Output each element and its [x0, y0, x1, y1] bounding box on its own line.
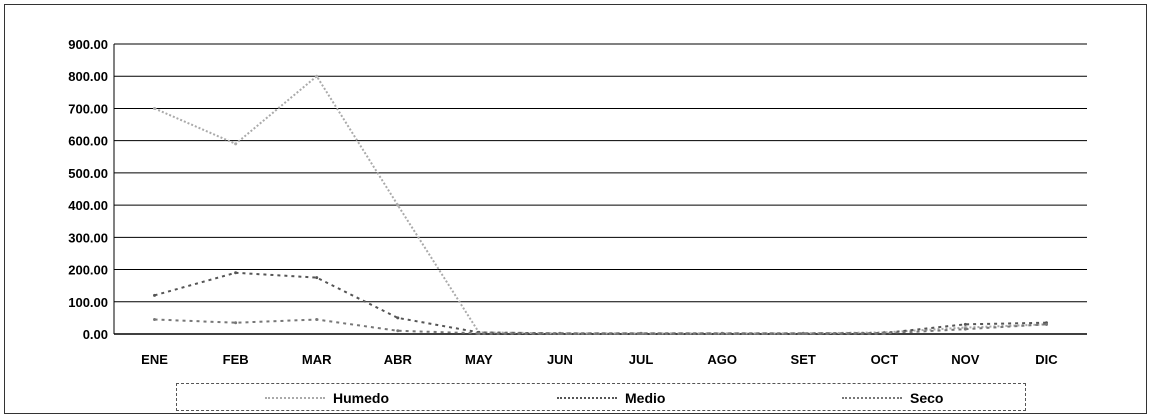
data-point-seco	[639, 331, 643, 335]
gridlines	[113, 43, 1087, 335]
data-point-seco	[558, 331, 562, 335]
data-point-seco	[1044, 322, 1048, 326]
x-tick-label: FEB	[223, 352, 249, 367]
y-tick-label: 400.00	[68, 198, 108, 213]
data-point-seco	[882, 331, 886, 335]
y-tick-label: 700.00	[68, 101, 108, 116]
data-point-seco	[963, 327, 967, 331]
legend-label-seco: Seco	[910, 390, 944, 406]
data-point-seco	[315, 318, 319, 321]
legend-label-humedo: Humedo	[333, 390, 389, 406]
y-axis-ticks: 0.00 100.00 200.00 300.00 400.00 500.00 600.00…	[68, 37, 108, 342]
y-tick-label: 100.00	[68, 295, 108, 310]
x-tick-label: ENE	[141, 352, 168, 367]
data-point-seco	[477, 331, 481, 335]
x-tick-label: MAR	[302, 352, 332, 367]
series-line-seco	[154, 318, 1047, 335]
data-point-humedo	[153, 106, 157, 110]
data-point-medio	[153, 293, 157, 297]
data-point-medio	[234, 271, 238, 275]
data-point-medio	[963, 322, 967, 326]
legend-swatch-humedo	[265, 397, 325, 399]
x-tick-label: ABR	[384, 352, 413, 367]
y-tick-label: 600.00	[68, 134, 108, 149]
y-tick-label: 0.00	[83, 327, 108, 342]
chart-frame	[4, 4, 1147, 414]
x-tick-label: DIC	[1035, 352, 1058, 367]
x-tick-label: OCT	[871, 352, 899, 367]
legend-item-medio: Medio	[557, 389, 665, 407]
data-point-seco	[720, 331, 724, 335]
legend: Humedo Medio Seco	[176, 383, 1026, 411]
y-tick-label: 500.00	[68, 166, 108, 181]
y-tick-label: 200.00	[68, 263, 108, 278]
data-point-seco	[153, 318, 157, 321]
x-axis-ticks: ENE FEB MAR ABR MAY JUN JUL AGO SET OCT NOV DIC	[141, 352, 1058, 367]
legend-label-medio: Medio	[625, 390, 666, 406]
data-point-humedo	[234, 142, 238, 146]
legend-swatch-seco	[842, 397, 902, 399]
y-tick-label: 800.00	[68, 69, 108, 84]
data-point-humedo	[396, 203, 400, 207]
x-tick-label: MAY	[465, 352, 493, 367]
x-tick-label: JUL	[629, 352, 654, 367]
series-lines	[153, 74, 1048, 335]
x-tick-label: SET	[791, 352, 816, 367]
data-point-medio	[396, 316, 400, 320]
x-tick-label: NOV	[951, 352, 980, 367]
data-point-humedo	[315, 74, 319, 78]
legend-item-seco: Seco	[842, 389, 943, 407]
legend-item-humedo: Humedo	[265, 389, 389, 407]
x-tick-label: JUN	[547, 352, 573, 367]
legend-swatch-medio	[557, 397, 617, 399]
data-point-seco	[234, 321, 238, 325]
data-point-seco	[801, 331, 805, 335]
data-point-medio	[315, 276, 319, 280]
data-point-seco	[396, 329, 400, 333]
series-line-medio	[154, 271, 1047, 335]
y-tick-label: 300.00	[68, 230, 108, 245]
y-tick-label: 900.00	[68, 37, 108, 52]
x-tick-label: AGO	[707, 352, 737, 367]
